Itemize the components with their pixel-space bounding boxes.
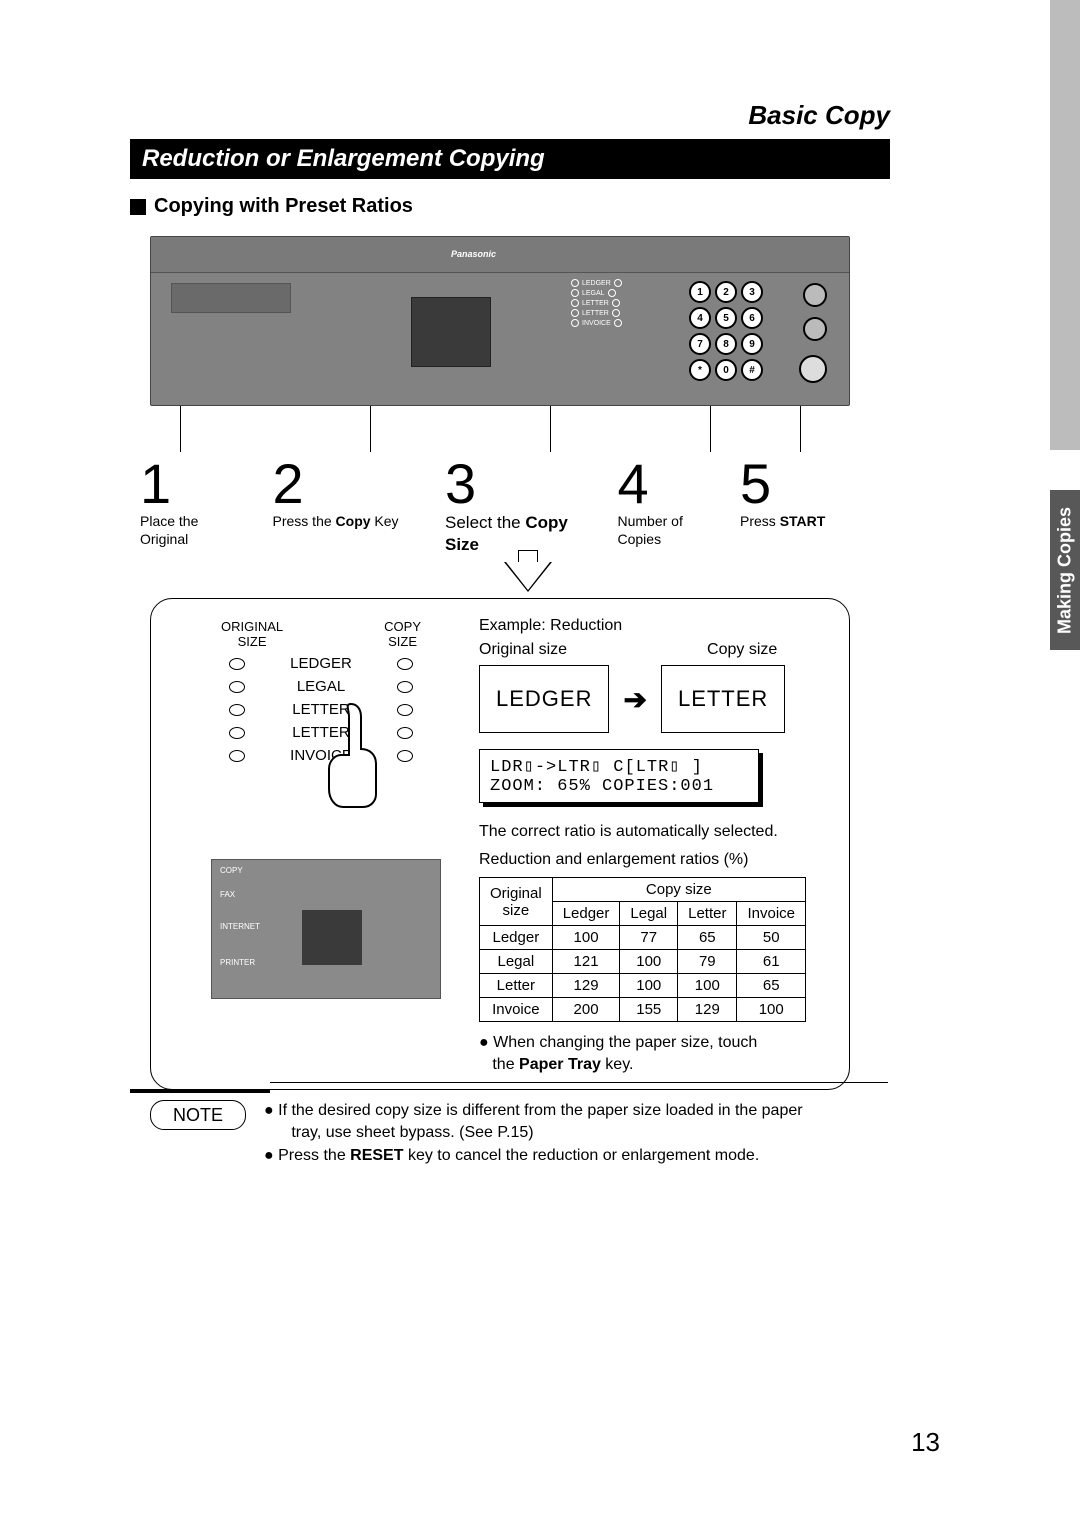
page-content: Basic Copy Reduction or Enlargement Copy… (130, 100, 890, 1090)
col-header: Letter (678, 902, 737, 926)
step-5: 5 Press START (740, 456, 870, 556)
key-3: 3 (741, 281, 763, 303)
orig-size-label: Original size (479, 641, 567, 659)
col-group-header: Copy size (552, 878, 805, 902)
callout-lines (150, 406, 850, 456)
brand-label: Panasonic (451, 249, 496, 259)
step-number: 3 (445, 456, 605, 512)
example-label: Example: Reduction (479, 617, 831, 635)
step-2: 2 Press the Copy Key (273, 456, 433, 556)
key-1: 1 (689, 281, 711, 303)
step-4: 4 Number ofCopies (618, 456, 728, 556)
row-header: Original size (480, 878, 553, 926)
note-label: NOTE (150, 1100, 246, 1130)
panel-lcd-area (411, 297, 491, 367)
key-star: * (689, 359, 711, 381)
pointing-finger-icon (321, 699, 391, 809)
printer-panel-illustration: Panasonic LEDGER LEGAL LETTER LETTER INV… (150, 236, 850, 406)
section-banner: Reduction or Enlargement Copying (130, 139, 890, 179)
copy-size-label: Copy size (707, 641, 777, 659)
table-row: Ledger 100 77 65 50 (480, 926, 806, 950)
key-2: 2 (715, 281, 737, 303)
lcd-display: LDR▯->LTR▯ C[LTR▯ ] ZOOM: 65% COPIES:001 (479, 749, 759, 803)
step-number: 1 (140, 456, 260, 512)
divider-rule (130, 1080, 890, 1098)
clear-button-icon (803, 283, 827, 307)
panel-size-indicators: LEDGER LEGAL LETTER LETTER INVOICE (571, 277, 651, 329)
key-6: 6 (741, 307, 763, 329)
stop-button-icon (803, 317, 827, 341)
col-header: Ledger (552, 902, 620, 926)
col-header: Invoice (737, 902, 806, 926)
step-number: 5 (740, 456, 870, 512)
section-tab: Making Copies (1050, 490, 1080, 650)
key-4: 4 (689, 307, 711, 329)
detail-right: Example: Reduction Original size Copy si… (479, 617, 831, 1075)
col-header: Legal (620, 902, 678, 926)
key-8: 8 (715, 333, 737, 355)
bullet-square-icon (130, 199, 146, 215)
size-conversion: LEDGER ➔ LETTER (479, 665, 831, 733)
table-row: Legal 121 100 79 61 (480, 950, 806, 974)
steps-row: 1 Place theOriginal 2 Press the Copy Key… (130, 456, 870, 556)
panel-mode-area (171, 283, 291, 313)
table-row: Letter 129 100 100 65 (480, 974, 806, 998)
margin-stripe (1050, 0, 1080, 450)
step-number: 4 (618, 456, 728, 512)
step-number: 2 (273, 456, 433, 512)
start-button-icon (799, 355, 827, 383)
down-arrow-icon (505, 560, 553, 592)
page-number: 13 (911, 1427, 940, 1458)
subhead-text: Copying with Preset Ratios (154, 195, 413, 217)
mini-panel-illustration: COPY FAX INTERNET PRINTER (211, 859, 441, 999)
key-hash: # (741, 359, 763, 381)
note-section: NOTE ● If the desired copy size is diffe… (150, 1100, 890, 1169)
key-0: 0 (715, 359, 737, 381)
key-5: 5 (715, 307, 737, 329)
key-9: 9 (741, 333, 763, 355)
ratios-label: Reduction and enlargement ratios (%) (479, 851, 831, 869)
step-3: 3 Select the CopySize (445, 456, 605, 556)
detail-callout-box: ORIGINAL SIZE COPY SIZE LEDGER LEGAL LET… (150, 598, 850, 1090)
step-1: 1 Place theOriginal (140, 456, 260, 556)
panel-top-strip: Panasonic (151, 237, 849, 273)
ratio-table: Original size Copy size Ledger Legal Let… (479, 877, 806, 1022)
page-title: Basic Copy (130, 100, 890, 131)
key-7: 7 (689, 333, 711, 355)
table-row: Invoice 200 155 129 100 (480, 998, 806, 1022)
panel-keypad: 1 2 3 4 5 6 7 8 9 * 0 # (689, 281, 779, 381)
subheading: Copying with Preset Ratios (130, 195, 890, 218)
to-size-box: LETTER (661, 665, 785, 733)
arrow-right-icon: ➔ (623, 683, 646, 716)
auto-ratio-text: The correct ratio is automatically selec… (479, 823, 831, 841)
paper-tray-note: ● When changing the paper size, touch th… (479, 1032, 831, 1075)
note-text: ● If the desired copy size is different … (264, 1100, 803, 1169)
from-size-box: LEDGER (479, 665, 609, 733)
